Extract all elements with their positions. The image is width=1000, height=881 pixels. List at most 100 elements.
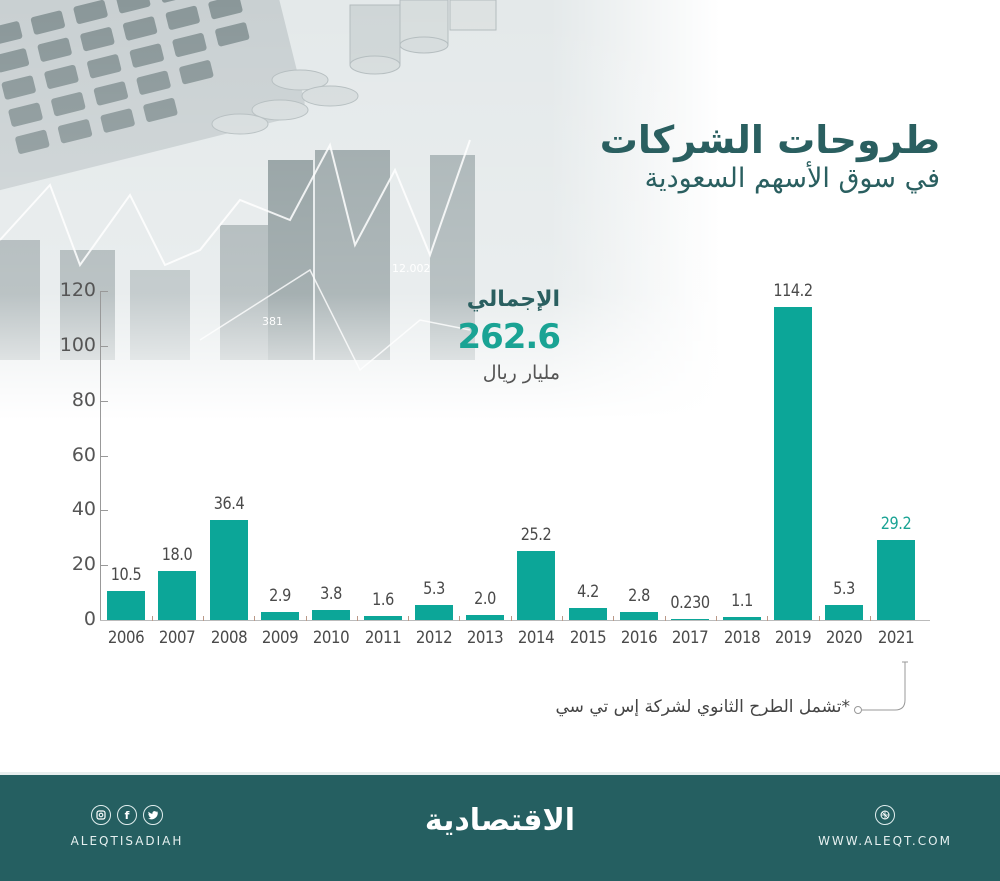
x-tick-mark — [613, 616, 615, 621]
total-summary: الإجمالي 262.6 مليار ريال — [440, 285, 561, 387]
bar-value-label: 36.4 — [213, 494, 244, 515]
x-tick-mark — [664, 616, 666, 621]
x-tick-label: 2020 — [826, 628, 863, 648]
bar-value-label: 10.5 — [110, 565, 142, 586]
bar-2015 — [568, 608, 607, 620]
x-tick-label: 2016 — [620, 628, 658, 648]
bar-value-label: 114.2 — [773, 280, 813, 301]
bar-2018 — [722, 616, 761, 620]
bar-value-label: 5.3 — [422, 579, 445, 600]
x-tick-label: 2007 — [159, 628, 196, 648]
x-tick-label: 2013 — [466, 628, 504, 648]
x-tick-label: 2006 — [107, 628, 145, 648]
y-tick-mark — [100, 400, 108, 402]
x-tick-mark — [356, 616, 358, 621]
x-tick-mark — [767, 616, 769, 621]
chart-title-block: طروحات الشركات في سوق الأسهم السعودية — [600, 118, 940, 196]
y-tick-label: 0 — [83, 608, 96, 630]
bar-2006 — [107, 591, 145, 620]
total-value: 262.6 — [457, 317, 561, 357]
x-tick-label: 2018 — [723, 628, 760, 648]
bar-value-label: 2.0 — [474, 588, 496, 609]
instagram-icon[interactable] — [91, 805, 111, 825]
bar-2014 — [517, 550, 556, 620]
bar-2020 — [825, 605, 864, 620]
bar-value-label: 3.8 — [320, 583, 343, 604]
x-tick-mark — [254, 616, 256, 621]
y-tick-mark — [100, 345, 108, 347]
bar-value-label: 29.2 — [880, 513, 911, 534]
bar-value-label: 5.3 — [833, 579, 856, 600]
total-label: الإجمالي — [466, 287, 560, 312]
x-tick-label: 2012 — [415, 628, 453, 648]
bar-value-label: 1.6 — [371, 589, 394, 610]
globe-icon — [875, 805, 895, 825]
bar-value-label: 18.0 — [162, 544, 193, 565]
x-tick-mark — [305, 616, 307, 621]
social-handle[interactable]: ALEQTISADIAH — [70, 834, 184, 848]
x-tick-label: 2010 — [313, 628, 350, 648]
bar-value-label: 25.2 — [521, 524, 552, 545]
bar-2012 — [414, 605, 453, 620]
website-link[interactable]: WWW.ALEQT.COM — [800, 805, 970, 848]
bar-value-label: 4.2 — [576, 582, 599, 603]
x-tick-label: 2017 — [672, 628, 709, 648]
x-tick-mark — [151, 616, 153, 621]
x-tick-label: 2019 — [774, 628, 812, 648]
brand-logo: الاقتصادية — [424, 803, 576, 838]
bar-2007 — [158, 570, 197, 620]
x-tick-label: 2011 — [364, 628, 401, 648]
bar-2021 — [876, 539, 915, 620]
y-tick-label: 40 — [71, 498, 96, 521]
footnote-connector — [854, 661, 908, 714]
y-tick-label: 20 — [71, 553, 96, 576]
x-tick-label: 2015 — [569, 628, 607, 648]
footnote: *تشمل الطرح الثانوي لشركة إس تي سي — [555, 697, 850, 717]
x-tick-mark — [715, 616, 717, 621]
x-tick-mark — [510, 616, 512, 621]
x-tick-mark — [408, 616, 410, 621]
x-tick-label: 2021 — [877, 628, 914, 648]
bar-value-label: 2.9 — [269, 586, 291, 607]
y-tick-label: 60 — [71, 443, 96, 466]
y-tick-mark — [100, 510, 108, 512]
y-tick-label: 120 — [59, 279, 96, 301]
website-url[interactable]: WWW.ALEQT.COM — [818, 834, 952, 848]
bar-2019 — [773, 306, 812, 620]
x-axis — [100, 620, 930, 621]
bar-chart: 0 20 40 60 80 100 120 10.5 2006 18.0 2007 36.4 2008… — [59, 279, 930, 648]
footer: f ALEQTISADIAH الاقتصادية WWW.ALEQT.COM — [0, 772, 1000, 881]
x-tick-mark — [869, 616, 871, 621]
chart-title: طروحات الشركات — [599, 118, 940, 162]
y-tick-mark — [100, 565, 108, 567]
bar-value-label: 0.230 — [670, 593, 711, 613]
bar-value-label: 2.8 — [628, 586, 650, 607]
bar-2011 — [363, 615, 402, 620]
y-tick-mark — [100, 455, 108, 457]
bar-2017 — [671, 619, 710, 620]
connector-dot-icon — [854, 706, 862, 714]
background-photo-collage: 12.002 381 — [0, 0, 1000, 420]
bar-2009 — [260, 612, 299, 620]
y-tick-mark — [100, 291, 108, 292]
chart-subtitle: في سوق الأسهم السعودية — [644, 163, 940, 194]
x-tick-mark — [459, 616, 461, 621]
x-tick-label: 2009 — [261, 628, 299, 648]
y-tick-label: 80 — [71, 388, 96, 411]
bar-2016 — [620, 612, 658, 620]
x-tick-label: 2014 — [518, 628, 555, 648]
bar-2008 — [209, 520, 248, 620]
total-unit: مليار ريال — [482, 362, 560, 384]
x-tick-mark — [562, 616, 564, 621]
x-tick-label: 2008 — [210, 628, 247, 648]
x-tick-mark — [818, 616, 820, 621]
bar-value-label: 1.1 — [730, 590, 753, 611]
background-illustration: 12.002 381 — [0, 0, 1000, 420]
facebook-icon[interactable]: f — [117, 805, 137, 825]
bar-2013 — [466, 614, 505, 620]
twitter-icon[interactable] — [143, 805, 163, 825]
bar-2010 — [312, 609, 351, 620]
x-tick-mark — [202, 616, 204, 621]
y-tick-label: 100 — [59, 333, 96, 356]
social-links: f ALEQTISADIAH — [62, 805, 192, 848]
